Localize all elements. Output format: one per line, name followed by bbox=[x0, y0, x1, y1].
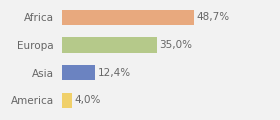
Bar bbox=[62, 65, 95, 80]
Text: 48,7%: 48,7% bbox=[196, 12, 229, 22]
Bar bbox=[62, 37, 157, 53]
Bar bbox=[62, 93, 73, 108]
Text: 35,0%: 35,0% bbox=[159, 40, 192, 50]
Bar bbox=[62, 10, 194, 25]
Text: 12,4%: 12,4% bbox=[97, 68, 130, 78]
Text: 4,0%: 4,0% bbox=[75, 95, 101, 105]
